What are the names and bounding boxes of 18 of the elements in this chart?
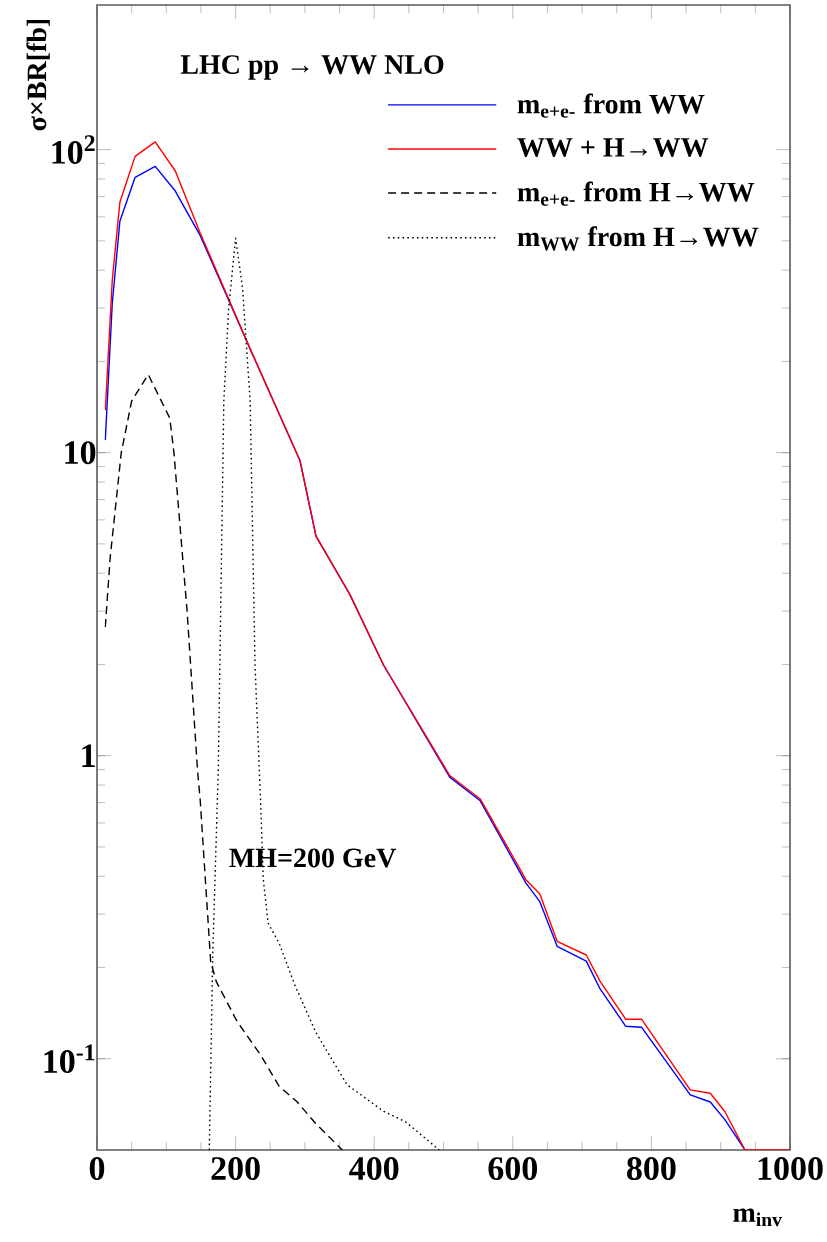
y-tick-label: 10 (65, 441, 96, 465)
y-tick-label: 10$^{2}$ (52, 135, 95, 164)
legend-label: m$_{e+e-}$ from WW (517, 93, 705, 118)
x-tick-label: 800 (627, 1157, 676, 1181)
x-tick-label: 0 (89, 1157, 105, 1181)
x-tick-label: 200 (211, 1157, 260, 1181)
y-tick-label: 1 (82, 744, 95, 767)
legend-label: m$_{e+e-}$ from H→WW (517, 181, 755, 206)
legend-label: WW + H→WW (517, 138, 709, 158)
legend-label: m$_{WW}$ from H→WW (517, 226, 759, 251)
annotation: MH=200 GeV (229, 848, 397, 868)
y-tick-label: 10$^{-1}$ (44, 1044, 95, 1074)
y-axis-title: σ×BR[fb] (26, 19, 50, 131)
x-tick-label: 400 (349, 1157, 399, 1181)
x-tick-label: 1000 (758, 1157, 823, 1181)
x-tick-label: 600 (488, 1157, 538, 1181)
x-axis-title: m$_{inv}$ (733, 1208, 782, 1227)
text: LHC pp → WW NLO (180, 55, 444, 80)
